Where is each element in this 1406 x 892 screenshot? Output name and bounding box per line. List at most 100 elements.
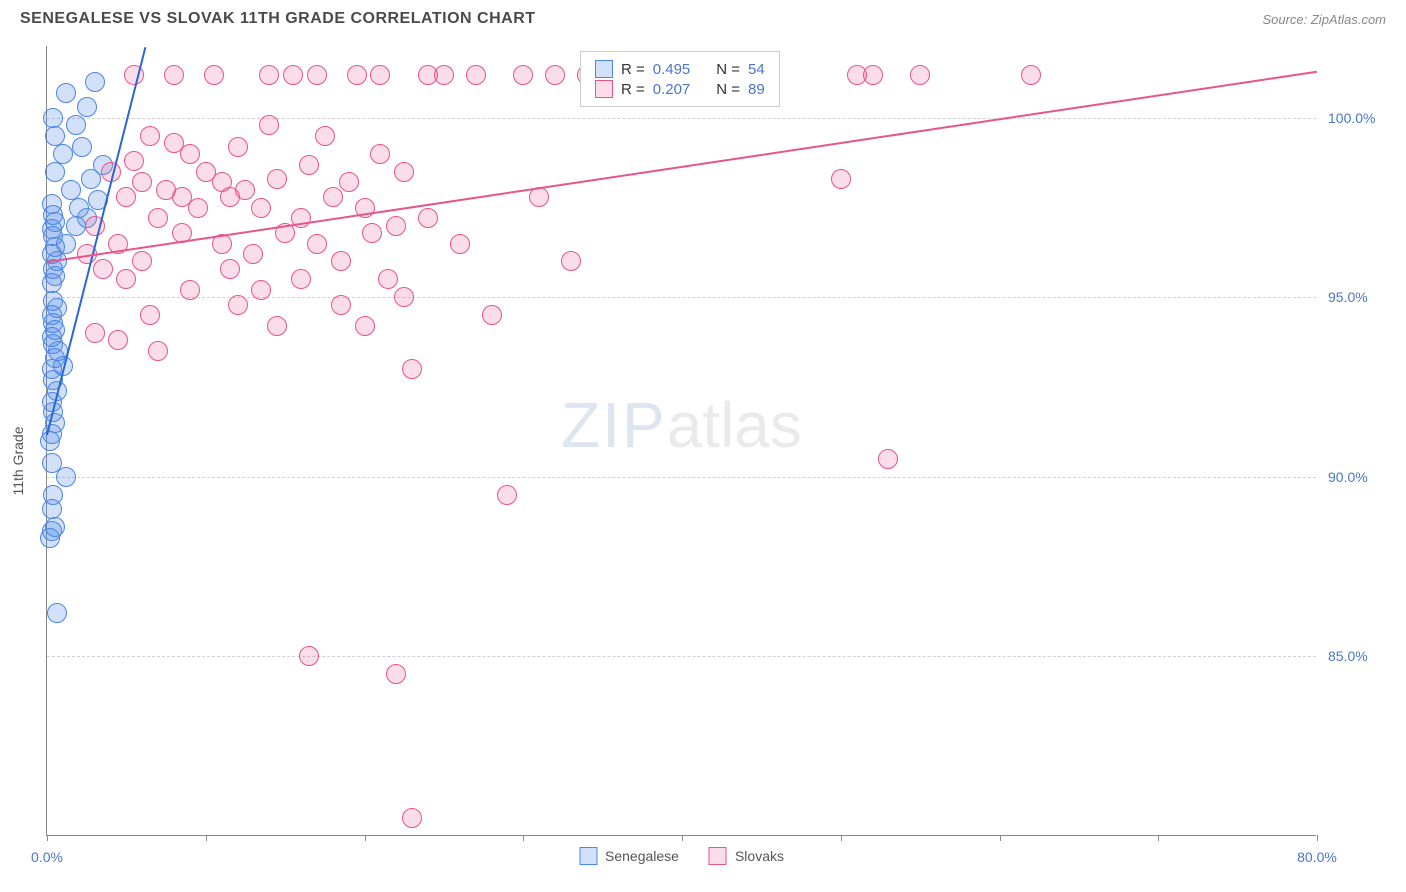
data-point [43, 485, 63, 505]
gridline [47, 656, 1316, 657]
data-point [545, 65, 565, 85]
y-tick-label: 100.0% [1328, 110, 1398, 126]
data-point [42, 194, 62, 214]
data-point [180, 280, 200, 300]
data-point [228, 137, 248, 157]
data-point [116, 187, 136, 207]
data-point [347, 65, 367, 85]
data-point [148, 208, 168, 228]
legend-n-value: 54 [748, 61, 765, 78]
data-point [140, 305, 160, 325]
data-point [108, 330, 128, 350]
data-point [370, 65, 390, 85]
data-point [45, 517, 65, 537]
data-point [61, 180, 81, 200]
x-tick-label: 0.0% [31, 849, 63, 865]
legend-row: R =0.495N =54 [595, 60, 765, 78]
data-point [323, 187, 343, 207]
x-tick [1317, 835, 1318, 841]
data-point [212, 172, 232, 192]
data-point [378, 269, 398, 289]
legend-r-label: R = [621, 61, 645, 78]
data-point [331, 295, 351, 315]
data-point [164, 65, 184, 85]
data-point [72, 137, 92, 157]
correlation-legend: R =0.495N =54R =0.207N =89 [580, 51, 780, 107]
y-tick-label: 90.0% [1328, 469, 1398, 485]
data-point [283, 65, 303, 85]
data-point [831, 169, 851, 189]
data-point [45, 162, 65, 182]
data-point [402, 359, 422, 379]
y-axis-label: 11th Grade [10, 426, 26, 495]
data-point [370, 144, 390, 164]
data-point [243, 244, 263, 264]
legend-row: R =0.207N =89 [595, 80, 765, 98]
data-point [116, 269, 136, 289]
legend-swatch [595, 60, 613, 78]
data-point [259, 115, 279, 135]
legend-swatch [595, 80, 613, 98]
data-point [148, 341, 168, 361]
data-point [513, 65, 533, 85]
data-point [56, 83, 76, 103]
data-point [386, 664, 406, 684]
data-point [394, 287, 414, 307]
data-point [228, 295, 248, 315]
data-point [132, 251, 152, 271]
legend-item: Slovaks [709, 847, 784, 865]
legend-r-value: 0.495 [653, 61, 691, 78]
data-point [450, 234, 470, 254]
gridline [47, 118, 1316, 119]
data-point [164, 133, 184, 153]
data-point [878, 449, 898, 469]
data-point [93, 259, 113, 279]
data-point [56, 467, 76, 487]
data-point [85, 323, 105, 343]
data-point [140, 126, 160, 146]
data-point [362, 223, 382, 243]
chart-container: 11th Grade ZIPatlas 85.0%90.0%95.0%100.0… [0, 36, 1406, 886]
x-tick [1158, 835, 1159, 841]
data-point [220, 259, 240, 279]
data-point [267, 169, 287, 189]
watermark: ZIPatlas [561, 388, 802, 462]
legend-swatch [579, 847, 597, 865]
chart-title: SENEGALESE VS SLOVAK 11TH GRADE CORRELAT… [20, 10, 536, 28]
series-legend: Senegalese Slovaks [579, 847, 784, 865]
data-point [66, 115, 86, 135]
data-point [267, 316, 287, 336]
data-point [47, 603, 67, 623]
x-tick-label: 80.0% [1297, 849, 1337, 865]
data-point [124, 65, 144, 85]
data-point [299, 155, 319, 175]
data-point [85, 72, 105, 92]
legend-swatch [709, 847, 727, 865]
x-tick [365, 835, 366, 841]
data-point [386, 216, 406, 236]
data-point [561, 251, 581, 271]
source-attribution: Source: ZipAtlas.com [1262, 12, 1386, 27]
data-point [204, 65, 224, 85]
data-point [299, 646, 319, 666]
legend-item: Senegalese [579, 847, 679, 865]
legend-r-value: 0.207 [653, 81, 691, 98]
data-point [43, 291, 63, 311]
data-point [331, 251, 351, 271]
data-point [418, 208, 438, 228]
x-tick [682, 835, 683, 841]
data-point [132, 172, 152, 192]
data-point [43, 108, 63, 128]
data-point [307, 65, 327, 85]
data-point [77, 97, 97, 117]
legend-n-value: 89 [748, 81, 765, 98]
data-point [466, 65, 486, 85]
chart-header: SENEGALESE VS SLOVAK 11TH GRADE CORRELAT… [0, 0, 1406, 36]
legend-label: Slovaks [735, 848, 784, 864]
x-tick [523, 835, 524, 841]
data-point [315, 126, 335, 146]
legend-label: Senegalese [605, 848, 679, 864]
data-point [172, 187, 192, 207]
x-tick [841, 835, 842, 841]
data-point [45, 126, 65, 146]
